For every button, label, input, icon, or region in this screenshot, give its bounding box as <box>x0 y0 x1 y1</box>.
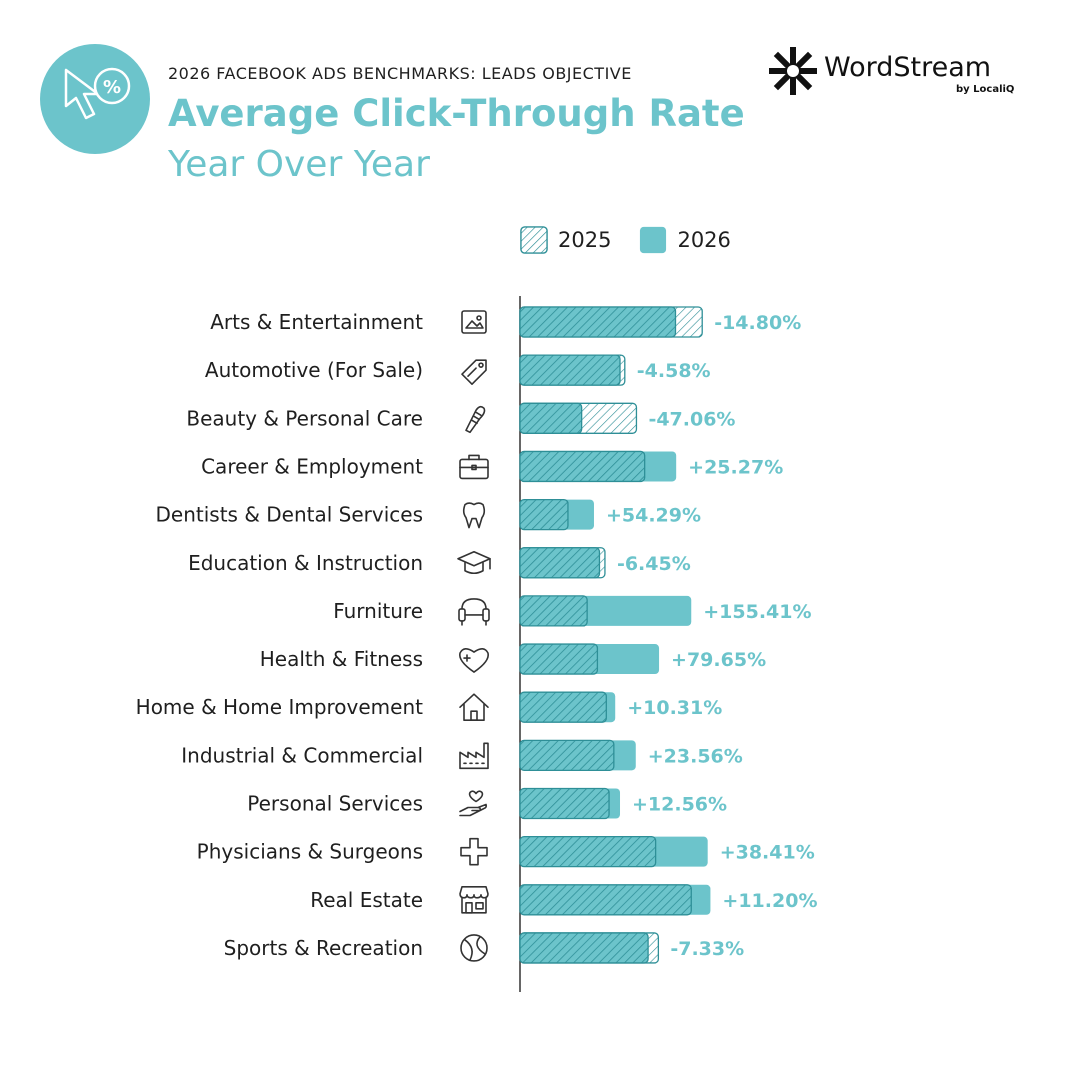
legend-label-2026: 2026 <box>677 228 731 252</box>
legend-label-2025: 2025 <box>558 228 612 252</box>
category-label: Education & Instruction <box>188 551 423 575</box>
category-label: Arts & Entertainment <box>210 310 423 334</box>
chart-row: Beauty & Personal Care -47.06% <box>186 402 735 434</box>
category-label: Beauty & Personal Care <box>186 406 423 430</box>
category-label: Sports & Recreation <box>224 936 423 960</box>
bar-2026 <box>519 402 583 434</box>
category-label: Automotive (For Sale) <box>205 358 423 382</box>
chart-eyebrow: 2026 FACEBOOK ADS BENCHMARKS: LEADS OBJE… <box>168 64 632 83</box>
change-label: +10.31% <box>627 697 722 719</box>
storefront-icon <box>459 885 489 914</box>
bar-2026 <box>519 547 601 579</box>
hand-heart-icon <box>459 790 488 817</box>
chart-row: Sports & Recreation -7.33% <box>224 932 744 964</box>
change-label: -47.06% <box>648 408 735 430</box>
bar-2025 <box>519 836 657 868</box>
car-tag-icon <box>461 359 487 385</box>
chart-row: Dentists & Dental Services +54.29% <box>156 498 701 531</box>
change-label: +79.65% <box>671 649 766 671</box>
change-label: +25.27% <box>688 456 783 478</box>
chart-title: Average Click-Through Rate <box>168 92 745 135</box>
bar-2026 <box>519 932 649 964</box>
bar-2025 <box>519 884 692 916</box>
cursor-percent-icon: % <box>64 67 131 120</box>
bar-2025 <box>519 691 607 723</box>
picture-frame-icon <box>461 310 487 334</box>
chart-subtitle: Year Over Year <box>168 144 430 185</box>
chart-row: Home & Home Improvement +10.31% <box>136 691 722 723</box>
change-label: +38.41% <box>720 842 815 864</box>
category-label: Dentists & Dental Services <box>156 503 424 527</box>
tooth-icon <box>462 502 486 529</box>
change-label: -7.33% <box>670 938 744 960</box>
change-label: -6.45% <box>617 553 691 575</box>
brand-name: WordStream <box>824 52 992 83</box>
legend-item-2026: 2026 <box>639 226 731 254</box>
chart-row: Furniture +155.41% <box>333 595 812 627</box>
change-label: +155.41% <box>703 601 811 623</box>
legend-item-2025: 2025 <box>520 226 611 254</box>
graduation-cap-icon <box>457 550 491 575</box>
svg-text:%: % <box>103 77 121 98</box>
category-label: Personal Services <box>247 792 423 816</box>
chart-row: Industrial & Commercial +23.56% <box>181 739 743 771</box>
category-label: Furniture <box>333 599 423 623</box>
bar-2025 <box>519 787 610 820</box>
chart-legend: 2025 2026 <box>520 224 759 256</box>
change-label: -14.80% <box>714 312 801 334</box>
chart-row: Health & Fitness +79.65% <box>260 643 766 675</box>
factory-icon <box>459 742 489 770</box>
change-label: -4.58% <box>637 360 711 382</box>
chart-row: Arts & Entertainment -14.80% <box>210 306 801 338</box>
brand-sub: by LocaliQ <box>956 84 1015 95</box>
bar-2025 <box>519 595 588 627</box>
change-label: +23.56% <box>648 745 743 767</box>
change-label: +54.29% <box>606 505 701 527</box>
category-label: Real Estate <box>310 888 423 912</box>
category-label: Home & Home Improvement <box>136 695 423 719</box>
chart-row: Education & Instruction -6.45% <box>188 547 691 579</box>
bar-2025 <box>519 498 569 531</box>
chart-row: Career & Employment +25.27% <box>201 450 783 483</box>
category-label: Industrial & Commercial <box>181 743 423 767</box>
bar-2026 <box>519 354 621 386</box>
bar-2025 <box>519 739 615 771</box>
change-label: +12.56% <box>632 794 727 816</box>
chart-row: Real Estate +11.20% <box>310 884 817 916</box>
chart-row: Automotive (For Sale) -4.58% <box>205 354 711 386</box>
bar-2025 <box>519 643 599 675</box>
comb-icon <box>465 405 486 434</box>
house-icon <box>459 693 489 722</box>
category-label: Career & Employment <box>201 454 423 478</box>
bar-2026 <box>519 306 677 338</box>
category-label: Physicians & Surgeons <box>197 840 423 864</box>
armchair-icon <box>458 598 490 626</box>
category-label: Health & Fitness <box>260 647 423 671</box>
header-badge: % <box>40 44 150 154</box>
medical-cross-icon <box>460 837 488 866</box>
heart-icon <box>458 648 490 673</box>
brand-logo: WordStream by LocaliQ <box>768 44 1018 100</box>
change-label: +11.20% <box>722 890 817 912</box>
chart-row: Personal Services +12.56% <box>247 787 727 820</box>
briefcase-icon <box>459 454 489 480</box>
chart-row: Physicians & Surgeons +38.41% <box>197 836 815 868</box>
ball-icon <box>460 934 488 962</box>
legend-swatch-2026 <box>640 226 667 254</box>
bar-2025 <box>519 450 646 483</box>
legend-swatch-2025 <box>520 226 548 254</box>
wordstream-asterisk-icon <box>769 47 817 95</box>
